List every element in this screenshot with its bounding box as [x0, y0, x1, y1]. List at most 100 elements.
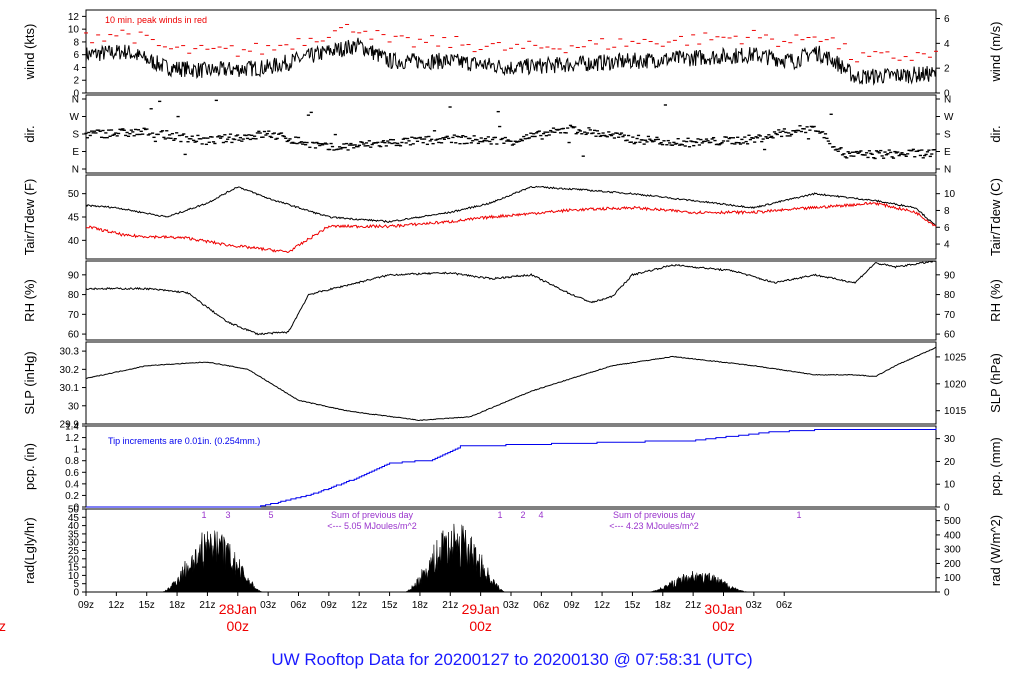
xtick-label: 03z	[503, 600, 519, 611]
panel-frame-rh	[85, 260, 937, 341]
ytick-right-label: 6	[944, 14, 950, 25]
ytick-label: 80	[68, 290, 80, 301]
ytick-right-label: 60	[944, 330, 956, 341]
xtick-label: 15z	[382, 600, 398, 611]
panel-frame-slp	[85, 341, 937, 425]
ytick-label: 0	[73, 89, 79, 100]
day-label-time: 00z	[469, 618, 492, 634]
rad-annotation-1: Sum of previous day	[331, 510, 414, 520]
radiation-day-1	[161, 530, 264, 593]
ytick-label: 30.2	[60, 365, 80, 376]
day-label-date: 30Jan	[704, 601, 742, 617]
ytick-label: 0.4	[65, 479, 79, 490]
ytick-right-label: 1015	[944, 406, 967, 417]
panel-frame-dir	[85, 94, 937, 174]
ytick-right-label: 4	[944, 240, 950, 251]
ytick-right-label: N	[944, 165, 951, 176]
ytick-label: 40	[68, 521, 80, 532]
ytick-label: 12	[68, 12, 80, 23]
rad-annotation-1-sub: <--- 5.05 MJoules/m^2	[327, 521, 417, 531]
ytick-label: 50	[68, 505, 80, 516]
day-label-time: 00z	[712, 618, 735, 634]
ytick-label: 90	[68, 270, 80, 281]
ytick-right-label: 200	[944, 559, 961, 570]
xtick-label: 15z	[624, 600, 640, 611]
ylabel-rh: RH (%)	[22, 279, 37, 322]
ytick-right-label: 1020	[944, 379, 967, 390]
ytick-right-label: 0	[944, 588, 950, 599]
ytick-label: 30.3	[60, 347, 80, 358]
series-precip	[86, 428, 937, 508]
ytick-right-label: W	[944, 112, 954, 123]
ylabel-right-temp: Tair/Tdew (C)	[988, 178, 1003, 256]
ytick-right-label: 30	[944, 434, 956, 445]
xtick-label: 06z	[290, 600, 306, 611]
series-wind	[85, 37, 937, 86]
ytick-right-label: 80	[944, 290, 956, 301]
ytick-label: 25	[68, 546, 80, 557]
rad-marker-label: 3	[225, 510, 230, 520]
panel-frame-temp	[85, 174, 937, 260]
pcp-annotation: Tip increments are 0.01in. (0.254mm.)	[108, 436, 260, 446]
ytick-label: 30	[68, 538, 80, 549]
partial-day-label-time: z	[0, 618, 6, 634]
ylabel-wind: wind (kts)	[22, 24, 37, 81]
xtick-label: 09z	[321, 600, 337, 611]
ytick-label: 50	[68, 189, 80, 200]
xtick-label: 21z	[685, 600, 701, 611]
xtick-label: 09z	[564, 600, 580, 611]
ytick-right-label: S	[944, 130, 951, 141]
ytick-right-label: 100	[944, 573, 961, 584]
xtick-label: 12z	[108, 600, 124, 611]
rad-marker-label: 1	[796, 510, 801, 520]
ytick-right-label: E	[944, 147, 951, 158]
xtick-label: 15z	[139, 600, 155, 611]
ytick-right-label: 400	[944, 530, 961, 541]
ytick-label: 70	[68, 310, 80, 321]
ytick-label: E	[72, 147, 79, 158]
ytick-label: 29.9	[60, 420, 80, 431]
ytick-label: 1.4	[65, 422, 79, 433]
xtick-label: 12z	[351, 600, 367, 611]
ytick-right-label: 4	[944, 39, 950, 50]
ytick-label: 1	[73, 445, 79, 456]
ytick-label: 45	[68, 213, 80, 224]
ytick-label: 0.8	[65, 456, 79, 467]
rad-annotation-2: Sum of previous day	[613, 510, 696, 520]
series-tair	[85, 185, 937, 227]
ytick-label: 40	[68, 236, 80, 247]
ytick-right-label: 90	[944, 270, 956, 281]
ytick-label: N	[72, 95, 79, 106]
xtick-label: 12z	[594, 600, 610, 611]
ylabel-temp: Tair/Tdew (F)	[22, 179, 37, 256]
wind-annotation: 10 min. peak winds in red	[105, 15, 207, 25]
xtick-label: 09z	[78, 600, 94, 611]
xtick-label: 03z	[746, 600, 762, 611]
ytick-label: 0	[73, 503, 79, 514]
ytick-label: 2	[73, 76, 79, 87]
ytick-right-label: 300	[944, 545, 961, 556]
rad-marker-label: 4	[538, 510, 543, 520]
ytick-label: 6	[73, 50, 79, 61]
ytick-label: 30	[68, 401, 80, 412]
ylabel-right-wind: wind (m/s)	[988, 22, 1003, 83]
ytick-label: N	[72, 165, 79, 176]
ytick-right-label: 70	[944, 310, 956, 321]
ytick-label: 0	[73, 588, 79, 599]
ytick-label: 35	[68, 529, 80, 540]
ytick-right-label: 20	[944, 457, 956, 468]
ylabel-rad: rad(Lgly/hr)	[22, 517, 37, 583]
ytick-right-label: N	[944, 95, 951, 106]
rad-marker-label: 1	[497, 510, 502, 520]
panel-frame-pcp	[85, 425, 937, 508]
radiation-day-3	[647, 571, 749, 593]
ylabel-slp: SLP (inHg)	[22, 351, 37, 414]
xtick-label: 21z	[442, 600, 458, 611]
ylabel-right-dir: dir.	[988, 125, 1003, 142]
ytick-right-label: 1025	[944, 352, 967, 363]
panel-frame-wind	[85, 9, 937, 94]
series-slp	[86, 346, 937, 422]
ytick-right-label: 10	[944, 480, 956, 491]
ylabel-dir: dir.	[22, 125, 37, 142]
ytick-label: 0.2	[65, 491, 79, 502]
